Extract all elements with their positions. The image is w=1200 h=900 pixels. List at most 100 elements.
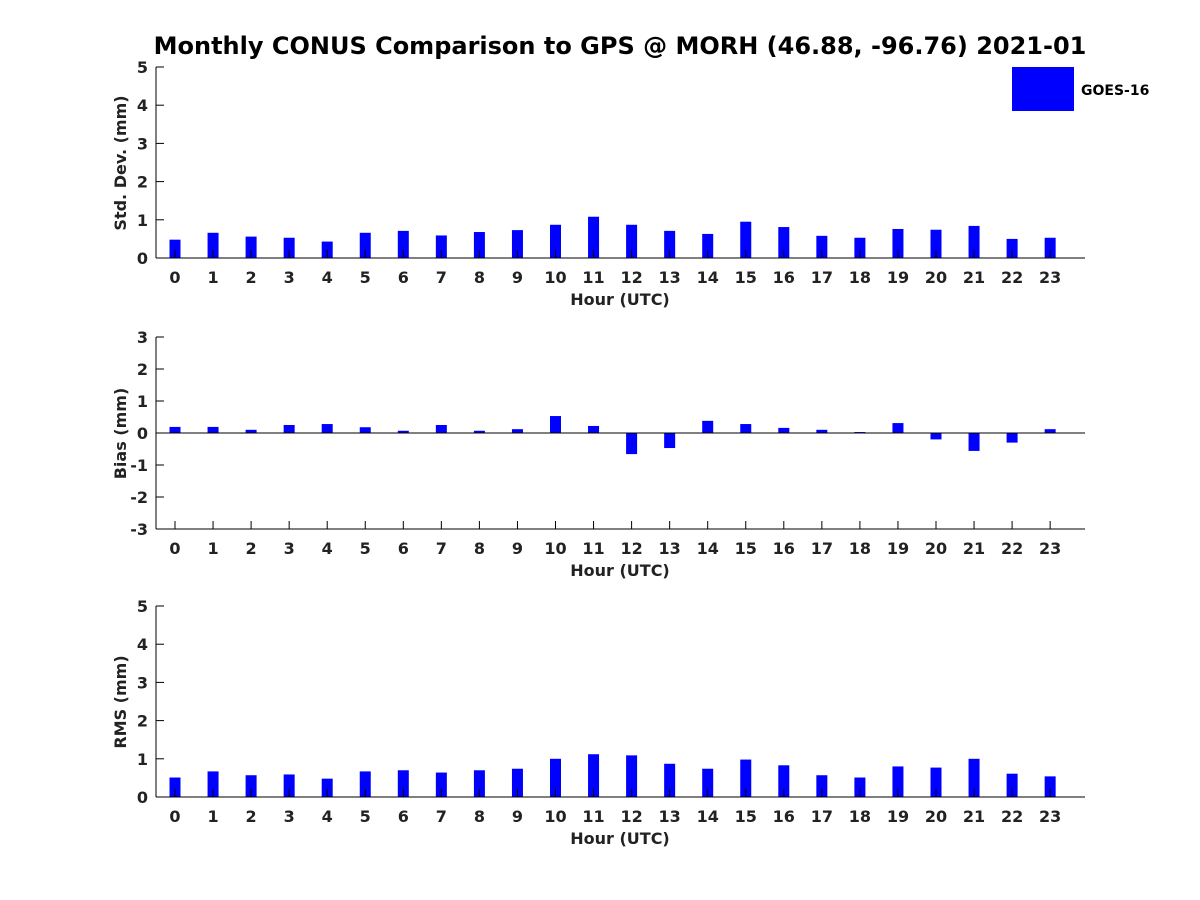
x-tick-label: 6	[398, 268, 409, 287]
x-tick-label: 7	[436, 539, 447, 558]
x-tick-label: 4	[322, 539, 333, 558]
bar-hour-6	[397, 230, 409, 258]
x-tick-label: 8	[474, 539, 485, 558]
bar-hour-4	[321, 241, 333, 258]
y-axis-label: RMS (mm)	[111, 655, 130, 748]
bar-hour-18	[854, 237, 866, 258]
x-tick-label: 23	[1039, 807, 1061, 826]
y-tick-label: 2	[137, 360, 148, 379]
x-tick-label: 10	[544, 268, 566, 287]
x-tick-label: 9	[512, 539, 523, 558]
x-tick-label: 4	[322, 807, 333, 826]
bar-hour-15	[740, 424, 752, 433]
x-tick-label: 19	[887, 539, 909, 558]
bar-hour-19	[892, 423, 904, 433]
bar-hour-16	[778, 227, 790, 258]
bar-hour-0	[169, 777, 181, 797]
bar-hour-2	[245, 775, 257, 797]
x-tick-label: 2	[246, 539, 257, 558]
y-tick-label: 3	[137, 673, 148, 692]
x-tick-label: 12	[620, 268, 642, 287]
bar-hour-7	[435, 235, 447, 258]
bar-hour-0	[169, 426, 181, 433]
x-tick-label: 18	[849, 539, 871, 558]
bar-hour-1	[207, 232, 219, 258]
x-tick-label: 16	[773, 268, 795, 287]
x-tick-label: 5	[360, 807, 371, 826]
x-tick-label: 16	[773, 807, 795, 826]
x-tick-label: 1	[207, 807, 218, 826]
bar-hour-7	[435, 425, 447, 433]
y-tick-label: 1	[137, 211, 148, 230]
bar-hour-11	[588, 216, 600, 258]
bar-hour-7	[435, 772, 447, 797]
x-tick-label: 20	[925, 268, 947, 287]
y-tick-label: 0	[137, 424, 148, 443]
x-tick-label: 9	[512, 807, 523, 826]
x-tick-label: 16	[773, 539, 795, 558]
bar-hour-12	[626, 433, 638, 455]
bar-hour-6	[397, 430, 409, 433]
y-tick-label: -1	[130, 456, 148, 475]
bar-hour-23	[1044, 237, 1056, 258]
bar-hour-21	[968, 433, 980, 451]
bar-hour-8	[473, 232, 485, 258]
bar-hour-9	[511, 429, 523, 433]
x-tick-label: 12	[620, 807, 642, 826]
bar-hour-19	[892, 766, 904, 797]
x-tick-label: 18	[849, 807, 871, 826]
y-axis-label: Bias (mm)	[111, 388, 130, 480]
bar-hour-23	[1044, 429, 1056, 433]
bar-hour-15	[740, 221, 752, 258]
bar-hour-6	[397, 770, 409, 797]
x-tick-label: 13	[659, 268, 681, 287]
y-tick-label: 3	[137, 328, 148, 347]
x-tick-label: 5	[360, 268, 371, 287]
x-tick-label: 15	[735, 807, 757, 826]
bar-hour-9	[511, 768, 523, 797]
bar-hour-21	[968, 225, 980, 258]
x-tick-label: 12	[620, 539, 642, 558]
bar-hour-3	[283, 237, 295, 258]
bar-hour-14	[702, 768, 714, 797]
x-tick-label: 17	[811, 268, 833, 287]
bar-hour-4	[321, 778, 333, 797]
y-tick-label: 1	[137, 750, 148, 769]
x-tick-label: 22	[1001, 539, 1023, 558]
x-tick-label: 11	[582, 539, 604, 558]
x-tick-label: 21	[963, 539, 985, 558]
bar-hour-5	[359, 771, 371, 797]
legend: GOES-16	[1012, 67, 1149, 111]
x-tick-label: 1	[207, 268, 218, 287]
x-tick-label: 3	[284, 539, 295, 558]
y-tick-label: 0	[137, 788, 148, 807]
x-axis-label: Hour (UTC)	[570, 829, 670, 848]
bar-hour-0	[169, 239, 181, 258]
y-tick-label: 2	[137, 712, 148, 731]
x-tick-label: 17	[811, 539, 833, 558]
x-tick-label: 0	[169, 539, 180, 558]
x-tick-label: 15	[735, 268, 757, 287]
x-axis-label: Hour (UTC)	[570, 290, 670, 309]
bar-hour-13	[664, 230, 676, 258]
x-tick-label: 10	[544, 807, 566, 826]
bar-hour-22	[1006, 773, 1018, 797]
x-tick-label: 8	[474, 268, 485, 287]
x-tick-label: 11	[582, 807, 604, 826]
y-tick-label: 0	[137, 249, 148, 268]
bar-hour-3	[283, 425, 295, 433]
bar-hour-9	[511, 230, 523, 258]
bar-hour-20	[930, 229, 942, 258]
bar-hour-22	[1006, 433, 1018, 443]
bar-hour-16	[778, 765, 790, 797]
x-tick-label: 2	[246, 268, 257, 287]
x-tick-label: 1	[207, 539, 218, 558]
bar-hour-21	[968, 758, 980, 797]
x-tick-label: 23	[1039, 539, 1061, 558]
y-tick-label: 5	[137, 58, 148, 77]
y-axis-label: Std. Dev. (mm)	[111, 95, 130, 230]
y-tick-label: 3	[137, 134, 148, 153]
